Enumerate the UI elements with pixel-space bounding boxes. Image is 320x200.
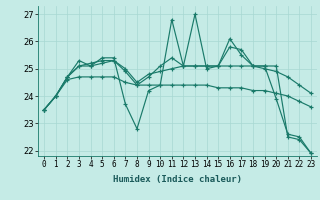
X-axis label: Humidex (Indice chaleur): Humidex (Indice chaleur) bbox=[113, 175, 242, 184]
